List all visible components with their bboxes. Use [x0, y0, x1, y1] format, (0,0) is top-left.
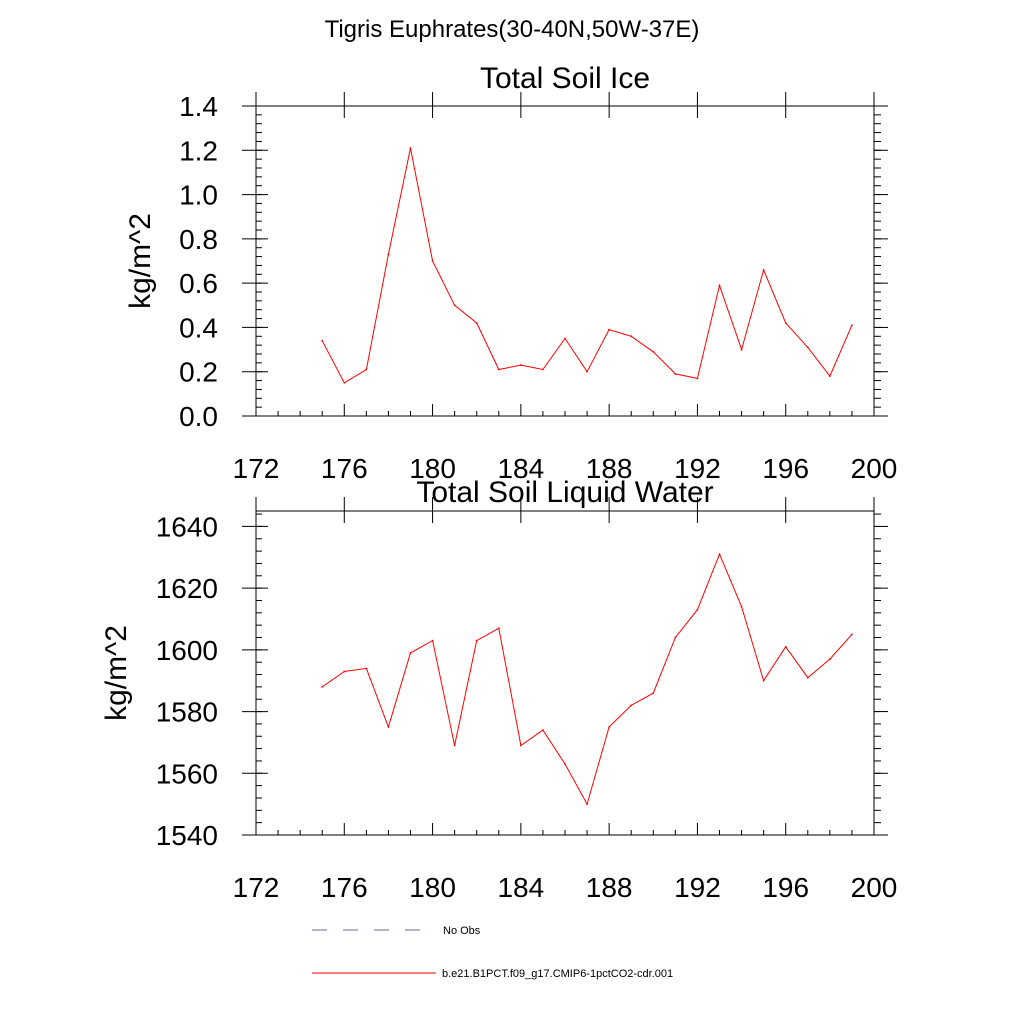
data-point	[828, 658, 831, 661]
y-tick-label: 1540	[156, 820, 218, 851]
data-point	[851, 633, 853, 636]
data-point	[784, 645, 787, 648]
y-tick-label: 1.0	[179, 180, 218, 211]
data-point	[564, 763, 566, 765]
data-point	[586, 370, 588, 373]
x-tick-label: 176	[321, 872, 368, 903]
data-point	[762, 268, 765, 271]
data-point	[652, 350, 655, 353]
data-point	[431, 639, 434, 642]
data-point	[475, 639, 478, 642]
data-point	[718, 553, 721, 556]
y-axis-label: kg/m^2	[100, 625, 133, 721]
data-point	[475, 322, 478, 324]
data-point	[806, 346, 809, 349]
data-point	[542, 368, 544, 371]
data-point	[564, 337, 566, 340]
panel-title: Total Soil Liquid Water	[416, 476, 713, 509]
x-tick-label: 200	[851, 453, 898, 484]
data-point	[762, 679, 765, 682]
y-tick-label: 1620	[156, 573, 218, 604]
y-axis-label: kg/m^2	[124, 213, 157, 309]
data-point	[806, 676, 809, 679]
data-point	[497, 627, 500, 630]
y-tick-label: 0.4	[179, 312, 218, 343]
data-point	[740, 605, 743, 608]
data-point	[387, 253, 390, 256]
data-point	[586, 803, 588, 806]
y-tick-label: 0.8	[179, 224, 218, 255]
y-tick-label: 0.6	[179, 268, 218, 299]
data-point	[497, 368, 500, 371]
legend-label: b.e21.B1PCT.f09_g17.CMIP6-1pctCO2-cdr.00…	[442, 968, 673, 980]
data-point	[542, 729, 544, 731]
x-tick-label: 192	[674, 453, 721, 484]
data-point	[784, 322, 787, 324]
data-point	[674, 636, 677, 639]
data-point	[630, 704, 633, 707]
data-point	[851, 324, 853, 327]
y-tick-label: 0.2	[179, 357, 218, 388]
data-point	[409, 652, 412, 654]
y-tick-label: 1640	[156, 511, 218, 542]
data-point	[365, 368, 368, 371]
y-tick-label: 1580	[156, 697, 218, 728]
x-tick-label: 176	[321, 453, 368, 484]
y-tick-label: 1600	[156, 635, 218, 666]
series-line	[321, 552, 853, 806]
legend-label: No Obs	[443, 925, 481, 937]
data-point	[608, 328, 611, 331]
x-tick-label: 196	[762, 872, 809, 903]
x-tick-label: 180	[409, 453, 456, 484]
x-tick-label: 188	[586, 453, 633, 484]
x-tick-label: 172	[233, 453, 280, 484]
data-point	[387, 726, 390, 728]
data-point	[828, 375, 831, 378]
data-point	[321, 685, 324, 688]
data-point	[453, 744, 456, 747]
plot-frame	[255, 105, 875, 417]
x-tick-label: 192	[674, 872, 721, 903]
data-point	[519, 744, 522, 747]
data-point	[630, 335, 633, 338]
data-point	[343, 670, 346, 673]
data-point	[652, 692, 655, 694]
data-point	[696, 377, 699, 380]
data-point	[740, 348, 743, 351]
panel-title: Total Soil Ice	[480, 62, 650, 95]
y-tick-label: 1560	[156, 758, 218, 789]
x-tick-label: 196	[762, 453, 809, 484]
y-tick-label: 1.2	[179, 135, 218, 166]
data-point	[674, 373, 677, 375]
x-tick-label: 184	[497, 872, 544, 903]
data-point	[365, 667, 368, 670]
series-line	[321, 147, 853, 384]
data-point	[321, 339, 324, 342]
data-point	[608, 726, 611, 728]
data-point	[519, 364, 522, 366]
data-point	[431, 260, 434, 262]
data-point	[453, 304, 456, 307]
y-tick-label: 1.4	[179, 91, 218, 122]
x-tick-label: 172	[233, 872, 280, 903]
data-point	[409, 147, 412, 149]
data-point	[696, 608, 699, 611]
x-tick-label: 200	[851, 872, 898, 903]
x-tick-label: 188	[586, 872, 633, 903]
data-point	[718, 284, 721, 287]
data-point	[343, 381, 346, 384]
y-tick-label: 0.0	[179, 401, 218, 432]
plot-frame	[255, 510, 875, 836]
x-tick-label: 180	[409, 872, 456, 903]
figure-title: Tigris Euphrates(30-40N,50W-37E)	[324, 16, 700, 43]
x-tick-label: 184	[497, 453, 544, 484]
